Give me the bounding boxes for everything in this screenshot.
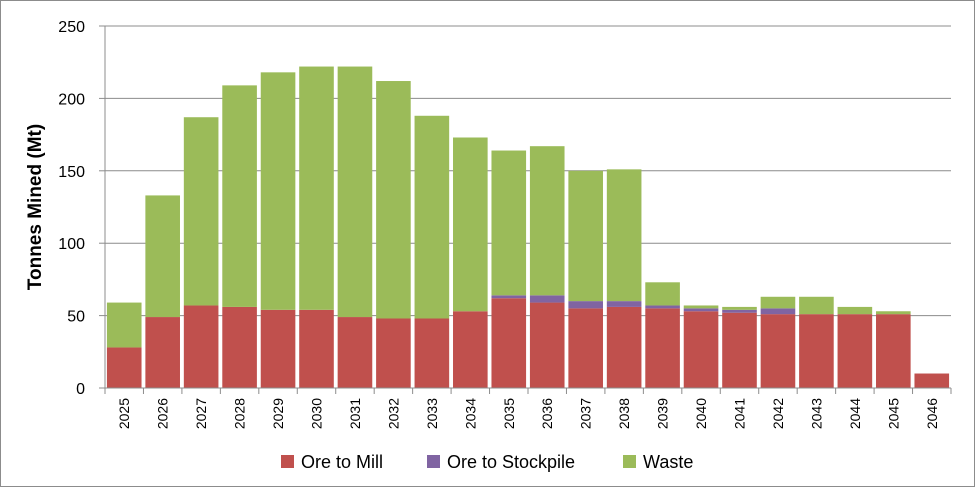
bar-ore-to-stockpile xyxy=(645,305,680,309)
bar-ore-to-mill xyxy=(414,318,450,388)
legend-swatch xyxy=(427,455,440,468)
y-tick-label: 150 xyxy=(58,164,85,181)
bar-waste xyxy=(529,146,565,296)
x-tick-label: 2039 xyxy=(655,398,671,429)
bar-ore-to-mill xyxy=(722,312,757,388)
bar-waste xyxy=(837,306,873,315)
bar-ore-to-stockpile xyxy=(491,295,527,299)
bar-waste xyxy=(183,117,219,306)
bar-ore-to-stockpile xyxy=(760,308,796,315)
y-tick-label: 50 xyxy=(67,309,85,326)
x-tick-label: 2026 xyxy=(155,398,171,429)
x-tick-label: 2041 xyxy=(732,398,748,429)
bar-ore-to-mill xyxy=(799,314,834,388)
bar-ore-to-stockpile xyxy=(529,295,565,303)
y-tick-label: 200 xyxy=(58,91,85,108)
bar-waste xyxy=(760,296,796,309)
bar-waste xyxy=(106,302,142,348)
bar-ore-to-mill xyxy=(337,317,373,388)
y-tick-labels: 0 50 100 150 200 250 xyxy=(58,19,85,398)
bar-waste xyxy=(722,306,757,310)
bar-ore-to-stockpile xyxy=(722,309,757,313)
bar-ore-to-stockpile xyxy=(606,301,642,307)
legend-swatch xyxy=(281,455,294,468)
x-tick-label: 2043 xyxy=(808,398,824,429)
x-tick-label: 2033 xyxy=(424,398,440,429)
x-tick-label: 2040 xyxy=(693,398,709,429)
x-tick-label: 2037 xyxy=(578,398,594,429)
x-tick-label: 2042 xyxy=(770,398,786,429)
x-tick-label: 2025 xyxy=(116,398,132,429)
x-tick-label: 2027 xyxy=(193,398,209,429)
bar-ore-to-mill xyxy=(299,309,334,388)
bar-ore-to-mill xyxy=(606,306,642,388)
bar-waste xyxy=(414,115,450,319)
bar-waste xyxy=(376,81,411,319)
x-tick-label: 2046 xyxy=(924,398,940,429)
bar-waste xyxy=(645,282,680,306)
bar-waste xyxy=(491,150,527,296)
legend: Ore to Mill Ore to Stockpile Waste xyxy=(281,452,693,472)
x-tick-label: 2035 xyxy=(501,398,517,429)
x-tick-label: 2029 xyxy=(270,398,286,429)
bar-waste xyxy=(337,66,373,318)
bar-waste xyxy=(683,305,719,309)
bar-waste xyxy=(876,311,911,315)
y-tick-label: 250 xyxy=(58,19,85,36)
bar-ore-to-mill xyxy=(683,311,719,388)
legend-swatch xyxy=(623,455,636,468)
x-tick-label: 2030 xyxy=(309,398,325,429)
bar-ore-to-mill xyxy=(145,317,180,388)
bar-ore-to-mill xyxy=(760,314,796,388)
bar-ore-to-mill xyxy=(876,314,911,388)
x-tick-label: 2036 xyxy=(539,398,555,429)
x-tick-label: 2032 xyxy=(385,398,401,429)
bar-waste xyxy=(145,195,180,318)
bar-ore-to-mill xyxy=(645,308,680,388)
x-tick-label: 2044 xyxy=(847,398,863,429)
x-tick-label: 2028 xyxy=(232,398,248,429)
bar-ore-to-stockpile xyxy=(568,301,603,309)
legend-label: Waste xyxy=(643,452,693,472)
bar-waste xyxy=(299,66,334,310)
bars xyxy=(106,66,950,388)
bar-waste xyxy=(799,296,834,315)
y-axis-label: Tonnes Mined (Mt) xyxy=(25,124,46,290)
legend-label: Ore to Mill xyxy=(301,452,383,472)
x-tick-label: 2034 xyxy=(462,398,478,429)
legend-label: Ore to Stockpile xyxy=(447,452,575,472)
bar-waste xyxy=(260,72,296,310)
bar-ore-to-mill xyxy=(376,318,411,388)
bar-ore-to-mill xyxy=(106,347,142,388)
y-tick-label: 0 xyxy=(76,381,85,398)
bar-waste xyxy=(222,85,257,307)
bar-ore-to-mill xyxy=(222,306,257,388)
bar-ore-to-mill xyxy=(568,308,603,388)
bar-waste xyxy=(568,170,603,302)
bar-ore-to-mill xyxy=(529,302,565,388)
x-tick-label: 2045 xyxy=(885,398,901,429)
x-tick-labels: 2025 2026 2027 2028 2029 2030 2031 2032 2033 2034… xyxy=(116,398,940,429)
bar-ore-to-stockpile xyxy=(683,308,719,312)
bar-ore-to-mill xyxy=(914,373,950,388)
x-tick-label: 2031 xyxy=(347,398,363,429)
bar-ore-to-mill xyxy=(491,298,527,388)
bar-ore-to-mill xyxy=(837,314,873,388)
axes xyxy=(104,26,952,394)
bar-ore-to-mill xyxy=(183,305,219,388)
bar-ore-to-mill xyxy=(260,309,296,388)
bar-ore-to-mill xyxy=(453,311,488,388)
bar-waste xyxy=(606,169,642,302)
y-tick-label: 100 xyxy=(58,236,85,253)
bar-waste xyxy=(453,137,488,312)
x-tick-label: 2038 xyxy=(616,398,632,429)
